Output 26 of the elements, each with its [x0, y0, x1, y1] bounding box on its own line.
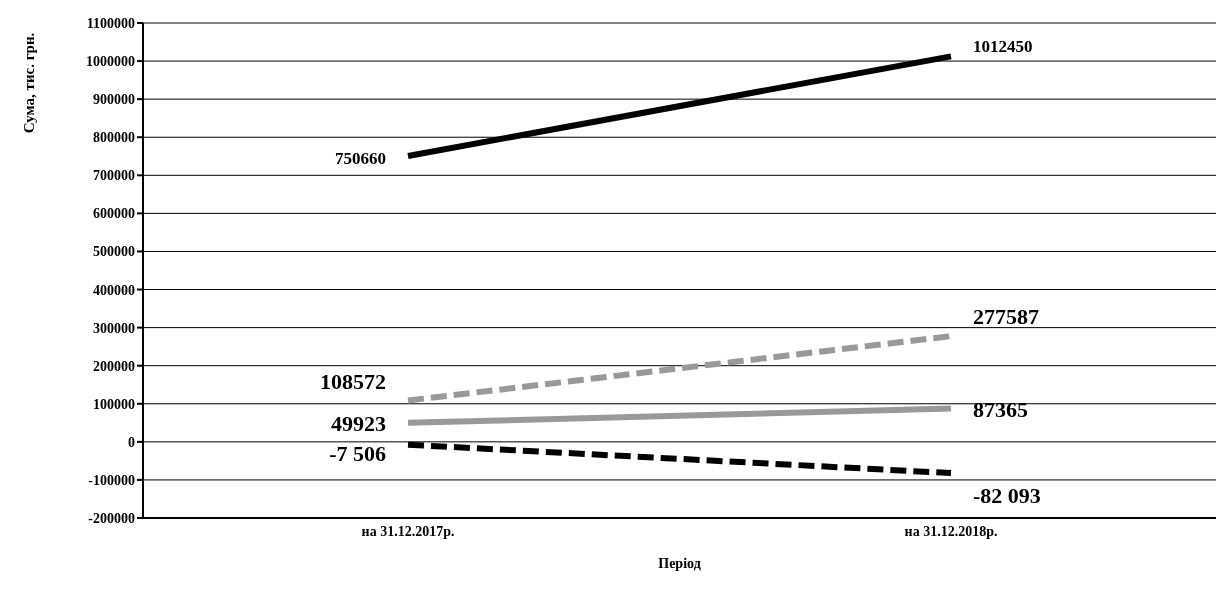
y-tick-label: 1100000 [86, 15, 135, 31]
y-tick-label: 1000000 [86, 54, 135, 70]
x-tick-label: на 31.12.2018р. [904, 523, 998, 539]
data-label: 87365 [973, 396, 1028, 422]
y-tick-label: 600000 [93, 206, 135, 222]
y-tick-label: 500000 [93, 244, 135, 260]
y-tick-label: 300000 [93, 320, 135, 336]
data-label: 277587 [973, 304, 1039, 330]
data-label: -7 506 [329, 440, 386, 466]
x-axis-title: Період [658, 556, 701, 571]
y-tick-label: 200000 [93, 358, 135, 374]
y-tick-label: 100000 [93, 396, 135, 412]
data-label: -82 093 [973, 483, 1041, 509]
data-label: 750660 [335, 149, 386, 169]
y-tick-label: -100000 [88, 472, 135, 488]
y-tick-label: 400000 [93, 282, 135, 298]
y-tick-label: 800000 [93, 130, 135, 146]
x-tick-label: на 31.12.2017р. [361, 523, 455, 539]
data-label: 1012450 [973, 37, 1033, 57]
y-tick-label: -200000 [88, 510, 135, 526]
data-label: 108572 [320, 368, 386, 394]
y-tick-label: 700000 [93, 168, 135, 184]
y-axis-title: Сума, тис. грн. [21, 32, 38, 134]
y-tick-label: 0 [128, 434, 135, 450]
y-tick-label: 900000 [93, 92, 135, 108]
data-label: 49923 [331, 410, 386, 436]
